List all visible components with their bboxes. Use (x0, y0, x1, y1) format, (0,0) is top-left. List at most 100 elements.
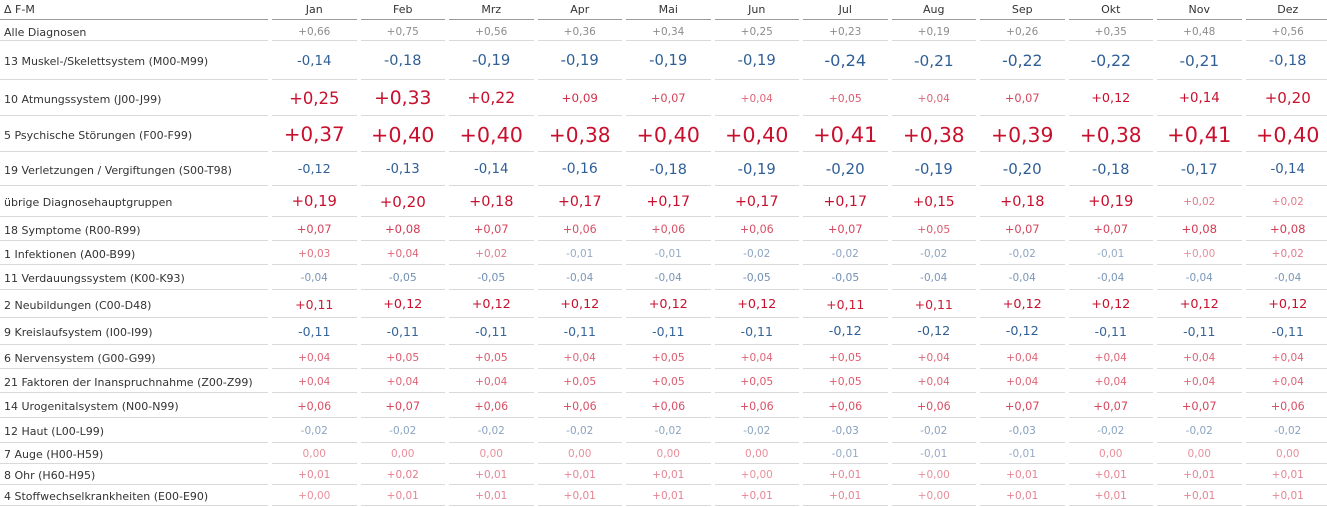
value-cell: +0,66 (298, 25, 331, 38)
value-cell: +0,04 (1271, 351, 1304, 364)
row-divider (449, 344, 534, 345)
value-cell: +0,40 (636, 122, 700, 147)
value-cell: -0,11 (652, 324, 685, 340)
value-cell: +0,07 (827, 222, 863, 237)
value-cell: -0,16 (561, 161, 598, 178)
row-divider (537, 505, 622, 506)
row-divider (272, 185, 357, 186)
row-divider (626, 289, 711, 290)
row-divider (1068, 185, 1153, 186)
row-divider (0, 79, 268, 80)
row-divider (1245, 317, 1327, 318)
value-cell: -0,02 (389, 425, 417, 438)
value-cell: 0,00 (745, 448, 769, 461)
value-cell: +0,17 (646, 194, 690, 211)
row-divider (980, 240, 1065, 241)
row-divider (980, 151, 1065, 152)
value-cell: -0,05 (477, 271, 506, 285)
value-cell: +0,12 (383, 296, 423, 312)
value-cell: -0,02 (1097, 425, 1125, 438)
value-cell: +0,38 (902, 122, 965, 147)
row-divider (537, 79, 622, 80)
value-cell: +0,05 (828, 350, 862, 364)
value-cell: -0,01 (920, 448, 948, 461)
value-cell: -0,04 (654, 272, 682, 285)
value-cell: +0,12 (560, 296, 600, 312)
row-label: 9 Kreislaufsystem (I00-I99) (4, 326, 153, 339)
row-divider (360, 368, 445, 369)
value-cell: -0,21 (1179, 51, 1220, 70)
value-cell: +0,37 (283, 123, 345, 147)
value-cell: +0,11 (295, 296, 334, 312)
header-rule (980, 19, 1065, 20)
month-header-mai: Mai (658, 3, 678, 16)
value-cell: -0,19 (560, 52, 599, 70)
month-header-apr: Apr (570, 3, 590, 16)
row-divider (626, 216, 711, 217)
month-header-sep: Sep (1011, 3, 1033, 16)
row-divider (537, 317, 622, 318)
row-divider (537, 417, 622, 418)
value-cell: +0,06 (828, 399, 863, 413)
row-divider (1157, 417, 1242, 418)
row-divider (360, 442, 445, 443)
row-divider (537, 264, 622, 265)
value-cell: -0,20 (825, 160, 865, 179)
row-label: 6 Nervensystem (G00-G99) (4, 351, 156, 365)
row-divider (1068, 240, 1153, 241)
row-divider (272, 115, 357, 116)
value-cell: -0,19 (737, 160, 776, 178)
row-divider (449, 317, 534, 318)
row-divider (1157, 115, 1242, 116)
value-cell: -0,11 (740, 324, 773, 340)
value-cell: +0,05 (563, 374, 597, 388)
value-cell: +0,00 (917, 469, 950, 482)
value-cell: +0,04 (1006, 351, 1039, 364)
row-divider (537, 240, 622, 241)
value-cell: +0,00 (298, 490, 331, 503)
value-cell: +0,01 (1094, 469, 1127, 482)
value-cell: +0,39 (990, 122, 1054, 147)
row-divider (537, 216, 622, 217)
month-header-jan: Jan (305, 3, 323, 16)
value-cell: -0,04 (566, 272, 594, 285)
value-cell: +0,07 (1004, 91, 1040, 106)
row-divider (360, 289, 445, 290)
row-divider (803, 417, 888, 418)
row-label: 18 Symptome (R00-R99) (4, 223, 141, 237)
row-divider (272, 151, 357, 152)
row-label: 7 Auge (H00-H59) (4, 448, 104, 461)
row-divider (714, 442, 799, 443)
row-divider (891, 317, 976, 318)
value-cell: -0,02 (1185, 425, 1213, 438)
month-header-nov: Nov (1188, 3, 1210, 16)
value-cell: +0,02 (1271, 247, 1304, 260)
row-divider (360, 463, 445, 464)
row-divider (980, 344, 1065, 345)
value-cell: +0,06 (916, 399, 951, 413)
value-cell: +0,00 (1183, 247, 1216, 260)
row-divider (449, 505, 534, 506)
row-divider (272, 344, 357, 345)
row-divider (626, 240, 711, 241)
value-cell: -0,01 (1097, 247, 1125, 260)
value-cell: +0,35 (1094, 25, 1127, 38)
row-divider (449, 417, 534, 418)
row-divider (891, 368, 976, 369)
row-divider (1245, 484, 1327, 485)
row-divider (1157, 317, 1242, 318)
value-cell: -0,19 (914, 160, 953, 178)
header-rule (1068, 19, 1153, 20)
value-cell: +0,19 (291, 193, 337, 211)
value-cell: -0,02 (654, 425, 682, 438)
row-divider (0, 40, 268, 41)
value-cell: -0,14 (474, 162, 509, 178)
value-cell: -0,11 (386, 324, 419, 340)
row-divider (891, 115, 976, 116)
value-cell: +0,04 (1006, 375, 1039, 388)
row-divider (1245, 463, 1327, 464)
value-cell: +0,06 (1270, 399, 1305, 413)
value-cell: +0,01 (1183, 469, 1216, 482)
row-divider (0, 151, 268, 152)
